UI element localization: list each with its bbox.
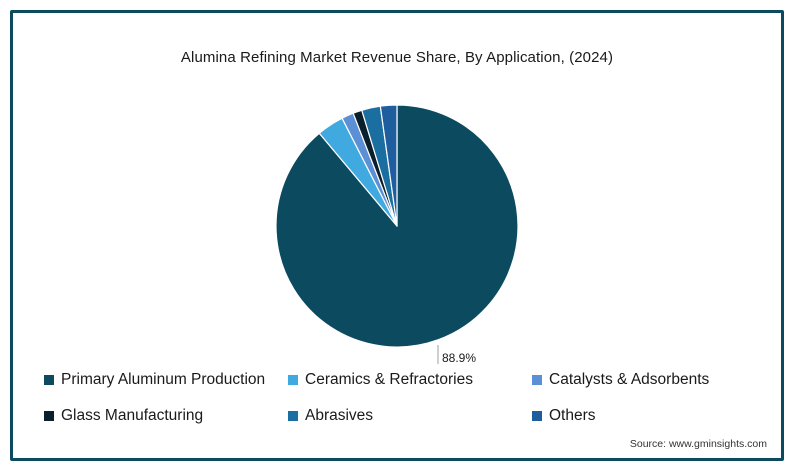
legend-swatch <box>532 375 542 385</box>
legend-item-ceramics-refractories: Ceramics & Refractories <box>288 370 473 390</box>
legend-swatch <box>288 375 298 385</box>
legend-label: Ceramics & Refractories <box>305 371 473 388</box>
pie-chart: 88.9% <box>275 104 519 365</box>
legend-swatch <box>44 411 54 421</box>
legend-label: Others <box>549 407 596 424</box>
legend-label: Abrasives <box>305 407 374 424</box>
legend-item-glass-manufacturing: Glass Manufacturing <box>44 406 203 426</box>
legend-swatch <box>288 411 298 421</box>
legend-label: Primary Aluminum Production <box>61 371 266 388</box>
pie-slice-others <box>379 104 398 227</box>
data-label-0: 88.9% <box>442 351 476 365</box>
legend-label: Glass Manufacturing <box>61 407 204 424</box>
source-note: Source: www.gminsights.com <box>629 438 767 450</box>
legend-label: Catalysts & Adsorbents <box>549 371 710 388</box>
legend-swatch <box>532 411 542 421</box>
legend-item-primary-aluminum-production: Primary Aluminum Production <box>44 370 265 390</box>
chart-title: Alumina Refining Market Revenue Share, B… <box>180 49 614 66</box>
legend-item-abrasives: Abrasives <box>288 406 373 426</box>
legend-item-others: Others <box>532 406 596 426</box>
legend-swatch <box>44 375 54 385</box>
chart-frame: Alumina Refining Market Revenue Share, B… <box>10 10 784 461</box>
legend-item-catalysts-adsorbents: Catalysts & Adsorbents <box>532 370 709 390</box>
